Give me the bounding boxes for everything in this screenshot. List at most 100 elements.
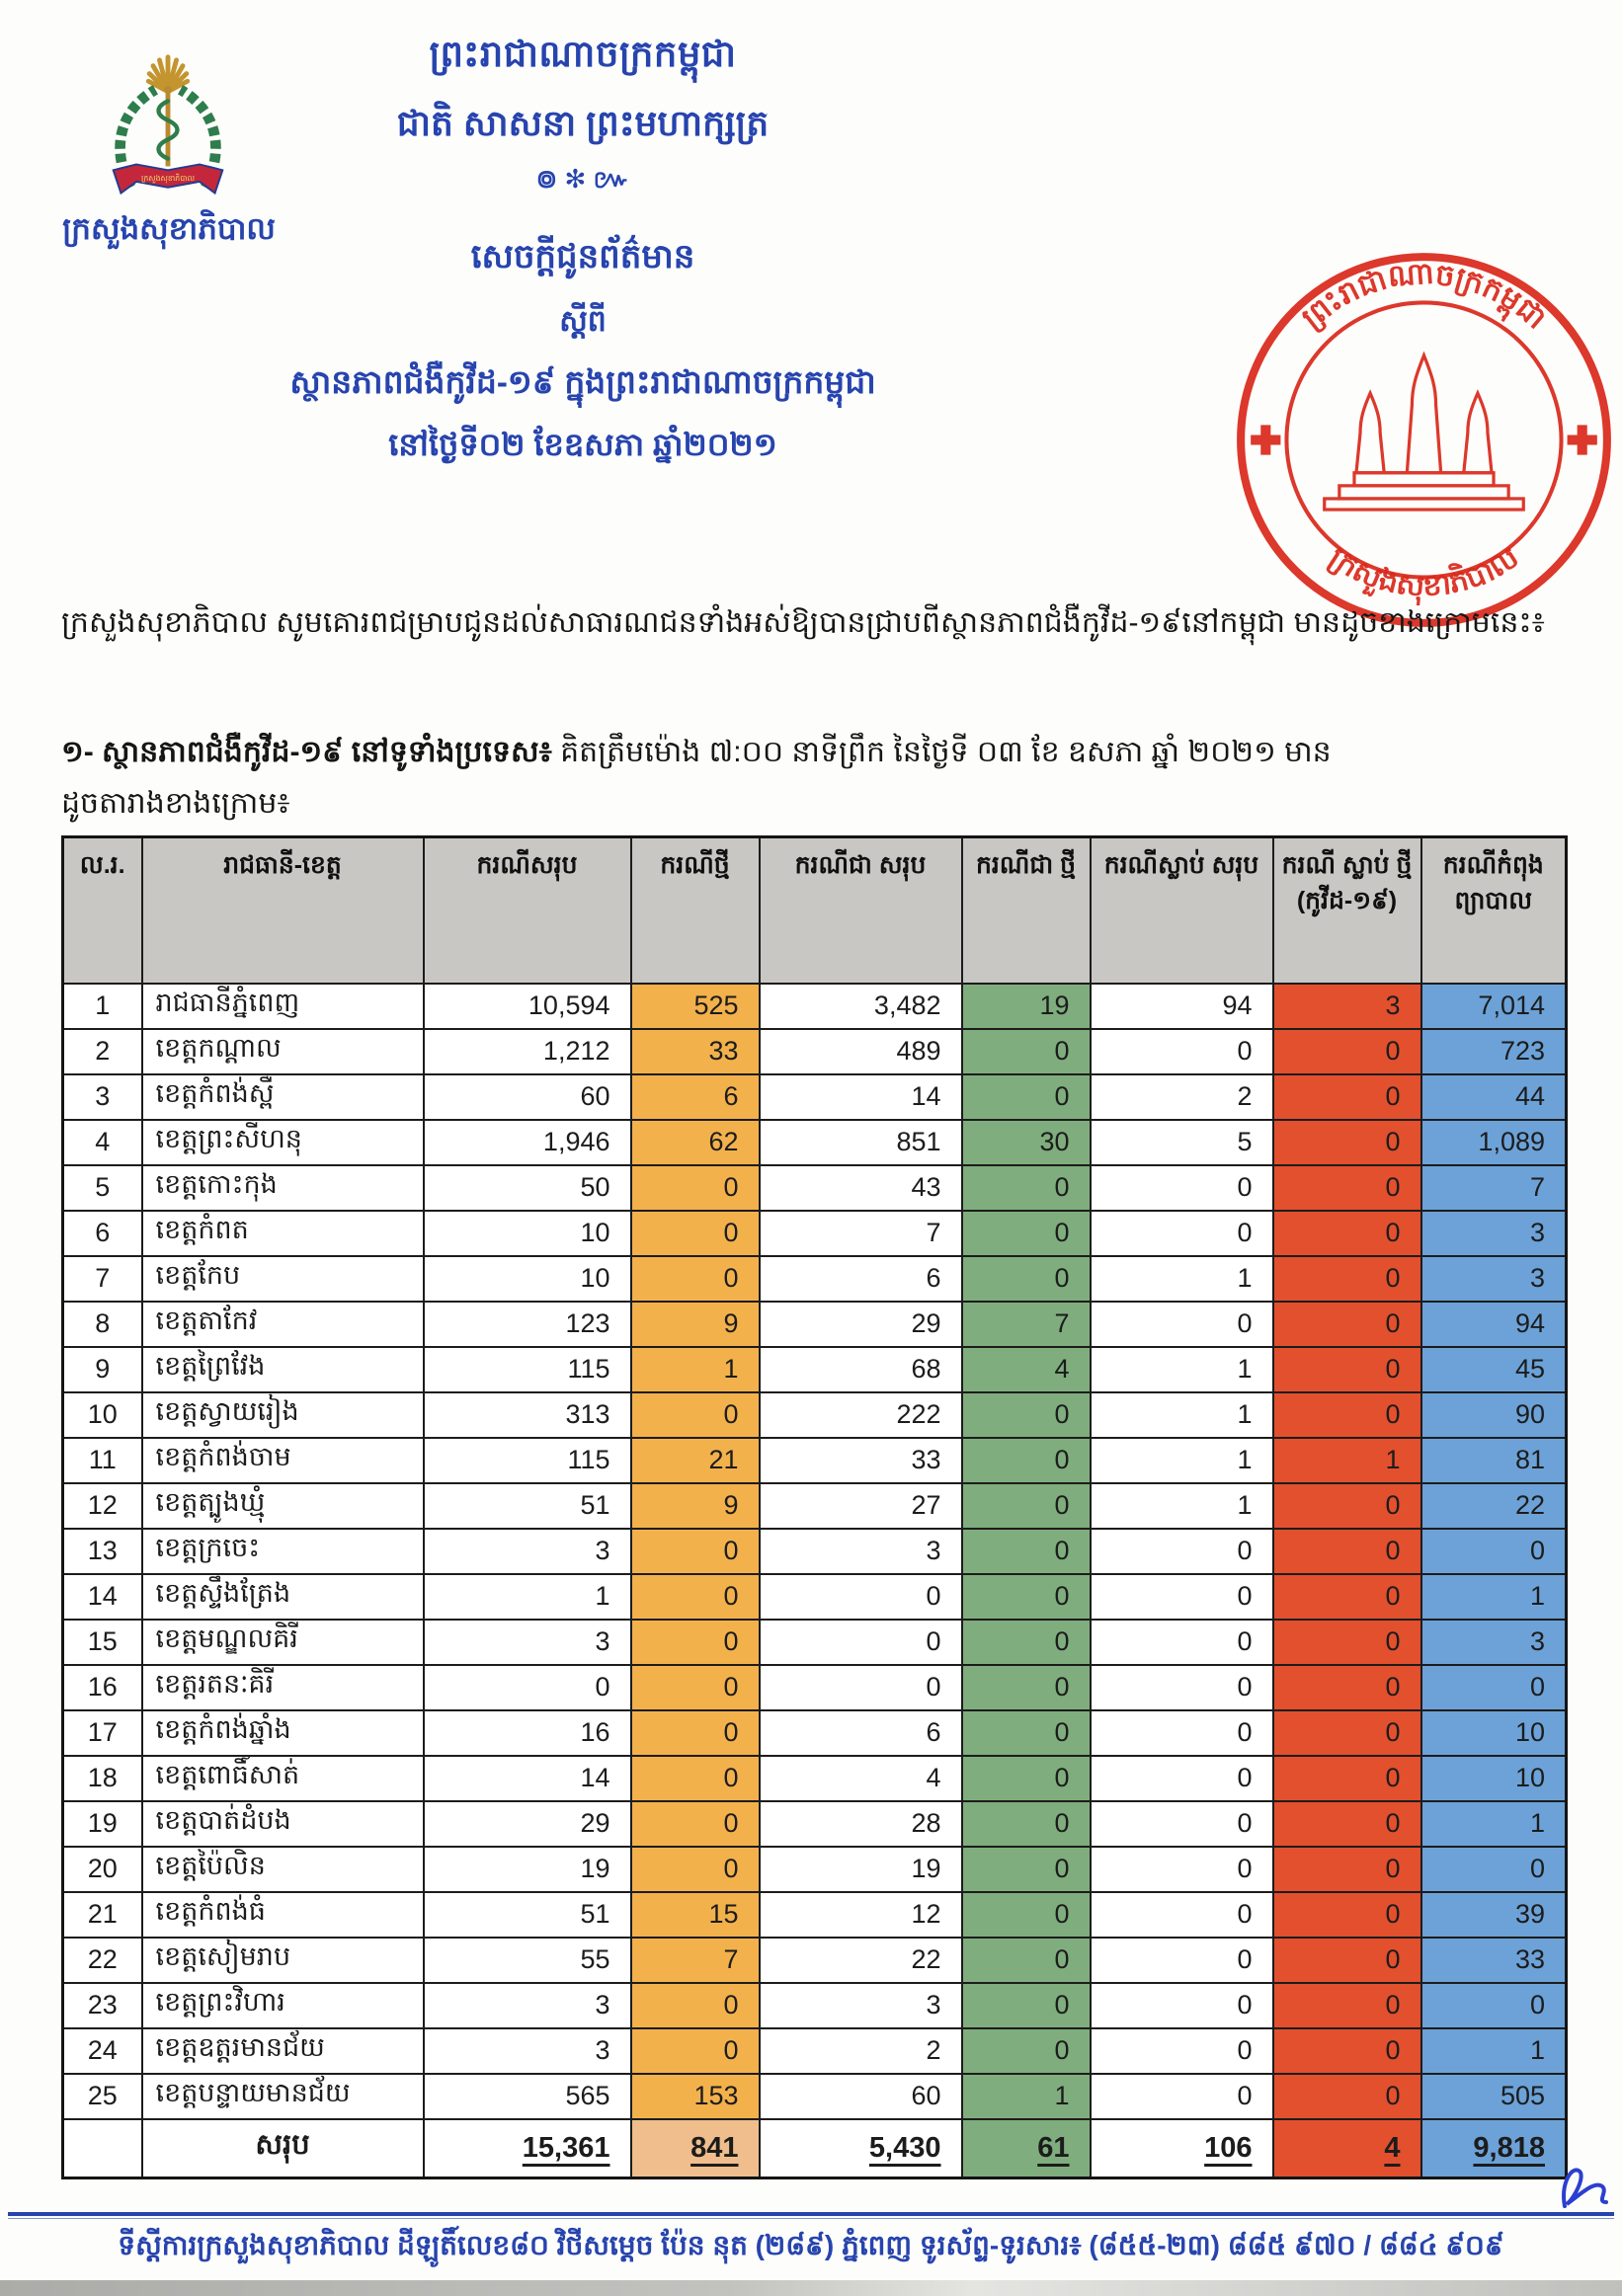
recovered-total: 7: [758, 1209, 963, 1257]
table-row: 23 ខេត្តព្រះវិហារ 3 0 3 0 0 0 0: [61, 1981, 1568, 2029]
province-name: ខេត្តកំពង់ឆ្នាំង: [140, 1708, 425, 1757]
recovered-total: 19: [758, 1845, 963, 1893]
total-cases: 60: [422, 1072, 632, 1121]
logo-banner: ក្រសួងសុខាភិបាល: [112, 163, 224, 196]
new-cases: 33: [629, 1027, 761, 1075]
recovered-total: 60: [758, 2072, 963, 2120]
new-cases: 0: [629, 1163, 761, 1212]
total-cases: 51: [422, 1481, 632, 1530]
recovered-new: 0: [960, 1890, 1092, 1939]
deaths-total: 0: [1089, 1027, 1274, 1075]
province-name: ខេត្តបន្ទាយមានជ័យ: [140, 2072, 425, 2120]
table-row: 11 ខេត្តកំពង់ចាម 115 21 33 0 1 1 81: [61, 1436, 1568, 1484]
province-name: ខេត្តព្រៃវែង: [140, 1345, 425, 1393]
in-treatment: 0: [1419, 1845, 1568, 1893]
recovered-new: 0: [960, 1799, 1092, 1848]
total-deaths-total: 106: [1204, 2131, 1253, 2164]
deaths-total: 1: [1089, 1345, 1274, 1393]
recovered-new: 0: [960, 1845, 1092, 1893]
deaths-total: 0: [1089, 1572, 1274, 1621]
total-cases: 10,594: [422, 982, 632, 1030]
province-name: ខេត្តកណ្ដាល: [140, 1027, 425, 1075]
in-treatment: 0: [1419, 1981, 1568, 2029]
deaths-new: 0: [1271, 1300, 1422, 1348]
new-cases: 15: [629, 1890, 761, 1939]
total-cases: 3: [422, 1981, 632, 2029]
deaths-total: 0: [1089, 1890, 1274, 1939]
deaths-new: 0: [1271, 1390, 1422, 1439]
row-number: 4: [61, 1118, 143, 1166]
in-treatment: 33: [1419, 1936, 1568, 1984]
recovered-new: 0: [960, 1527, 1092, 1575]
recovered-total: 3: [758, 1981, 963, 2029]
recovered-new: 0: [960, 1663, 1092, 1711]
table-row: 9 ខេត្តព្រៃវែង 115 1 68 4 1 0 45: [61, 1345, 1568, 1393]
table-row: 7 ខេត្តកែប 10 0 6 0 1 0 3: [61, 1254, 1568, 1303]
province-name: ខេត្តបាត់ដំបង: [140, 1799, 425, 1848]
row-number: 23: [61, 1981, 143, 2029]
recovered-new: 1: [960, 2072, 1092, 2120]
header-new-cases: ករណីថ្មី: [629, 835, 761, 985]
row-number: 7: [61, 1254, 143, 1303]
recovered-new: 0: [960, 1481, 1092, 1530]
new-cases: 0: [629, 1708, 761, 1757]
recovered-total: 6: [758, 1254, 963, 1303]
recovered-new: 0: [960, 1254, 1092, 1303]
recovered-total: 0: [758, 1618, 963, 1666]
deaths-total: 0: [1089, 1799, 1274, 1848]
in-treatment: 3: [1419, 1618, 1568, 1666]
recovered-new: 0: [960, 1163, 1092, 1212]
header-no: ល.រ.: [61, 835, 143, 985]
kingdom-line: ព្រះរាជាណាចក្រកម្ពុជា: [429, 34, 737, 74]
new-cases: 0: [629, 1845, 761, 1893]
recovered-new: 19: [960, 982, 1092, 1030]
deaths-new: 0: [1271, 1618, 1422, 1666]
province-name: ខេត្តស្ទឹងត្រែង: [140, 1572, 425, 1621]
deaths-total: 1: [1089, 1390, 1274, 1439]
province-name: ខេត្តកោះកុង: [140, 1163, 425, 1212]
deaths-new: 0: [1271, 1163, 1422, 1212]
logo-rays: [145, 54, 191, 95]
footer-rule-thin: [8, 2218, 1614, 2219]
row-number: 6: [61, 1209, 143, 1257]
in-treatment: 0: [1419, 1663, 1568, 1711]
recovered-total: 14: [758, 1072, 963, 1121]
total-cases: 10: [422, 1209, 632, 1257]
table-row: 22 ខេត្តសៀមរាប 55 7 22 0 0 0 33: [61, 1936, 1568, 1984]
total-cases: 50: [422, 1163, 632, 1212]
in-treatment: 1,089: [1419, 1118, 1568, 1166]
deaths-new: 0: [1271, 1209, 1422, 1257]
row-number: 18: [61, 1754, 143, 1802]
new-cases: 0: [629, 1390, 761, 1439]
recovered-total: 4: [758, 1754, 963, 1802]
motto-ornament: ៙ ✻ ៚: [535, 164, 630, 194]
total-cases: 123: [422, 1300, 632, 1348]
doc-title: សេចក្ដីជូនព័ត៌មាន ស្ដីពី ស្ថានភាពជំងឺកូវ…: [237, 235, 929, 471]
in-treatment: 90: [1419, 1390, 1568, 1439]
recovered-new: 7: [960, 1300, 1092, 1348]
province-name: ខេត្តកំពង់ស្ពឺ: [140, 1072, 425, 1121]
stamp-angkor-wat-icon: [1323, 351, 1525, 512]
ministry-name: ក្រសួងសុខាភិបាល: [62, 211, 276, 246]
recovered-total: 12: [758, 1890, 963, 1939]
table-row: 1 រាជធានីភ្នំពេញ 10,594 525 3,482 19 94 3 7,014: [61, 982, 1568, 1030]
table-row: 3 ខេត្តកំពង់ស្ពឺ 60 6 14 0 2 0 44: [61, 1072, 1568, 1121]
row-number: 2: [61, 1027, 143, 1075]
total-cases: 55: [422, 1936, 632, 1984]
deaths-new: 0: [1271, 1118, 1422, 1166]
section-heading: ១- ស្ថានភាពជំងឺកូវីដ-១៩ នៅទូទាំងប្រទេស៖ …: [61, 727, 1573, 829]
total-cases: 3: [422, 2026, 632, 2075]
deaths-new: 0: [1271, 1072, 1422, 1121]
recovered-new: 0: [960, 1436, 1092, 1484]
new-cases: 7: [629, 1936, 761, 1984]
recovered-total: 0: [758, 1572, 963, 1621]
row-number: 12: [61, 1481, 143, 1530]
total-recovered-new: 61: [1037, 2131, 1070, 2164]
deaths-total: 0: [1089, 1936, 1274, 1984]
new-cases: 1: [629, 1345, 761, 1393]
deaths-new: 0: [1271, 1936, 1422, 1984]
table-row: 6 ខេត្តកំពត 10 0 7 0 0 0 3: [61, 1209, 1568, 1257]
deaths-total: 1: [1089, 1254, 1274, 1303]
in-treatment: 723: [1419, 1027, 1568, 1075]
header-deaths-new: ករណី ស្លាប់ ថ្មី (កូវីដ-១៩): [1271, 835, 1422, 985]
